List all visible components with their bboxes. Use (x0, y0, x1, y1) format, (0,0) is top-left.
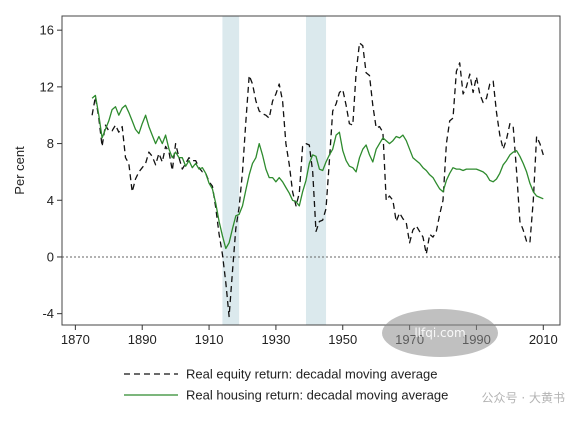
y-tick-label-4: 4 (47, 193, 54, 208)
series-line-equity (91, 42, 544, 318)
x-tick-label-1930: 1930 (261, 332, 290, 347)
x-tick-label-1870: 1870 (61, 332, 90, 347)
x-tick-label-1950: 1950 (328, 332, 357, 347)
legend: Real equity return: decadal moving avera… (124, 367, 448, 403)
x-tick-label-1910: 1910 (195, 332, 224, 347)
shaded-period-0 (222, 16, 240, 325)
y-tick-label-0: 0 (47, 249, 54, 264)
x-tick-label-2010: 2010 (529, 332, 558, 347)
series-line-housing (91, 94, 544, 250)
series-lines (91, 42, 544, 318)
y-tick-label--4: -4 (42, 306, 54, 321)
shaded-period-1 (305, 16, 327, 325)
y-tick-label-8: 8 (47, 136, 54, 151)
watermark-ellipse-text: llfqi.com (414, 326, 465, 340)
plot-frame (61, 15, 561, 326)
legend-label-equity: Real equity return: decadal moving avera… (186, 367, 437, 382)
watermark: llfqi.com 公众号 · 大黄书 (382, 309, 565, 405)
legend-label-housing: Real housing return: decadal moving aver… (186, 388, 448, 403)
y-tick-label-12: 12 (40, 79, 54, 94)
watermark-bottom-text: 公众号 · 大黄书 (482, 391, 565, 405)
y-axis: -4 0 4 8 12 16 (40, 23, 62, 321)
y-tick-label-16: 16 (40, 23, 54, 38)
watermark-ellipse (382, 309, 498, 357)
x-tick-label-1890: 1890 (128, 332, 157, 347)
y-axis-title: Per cent (12, 146, 27, 195)
